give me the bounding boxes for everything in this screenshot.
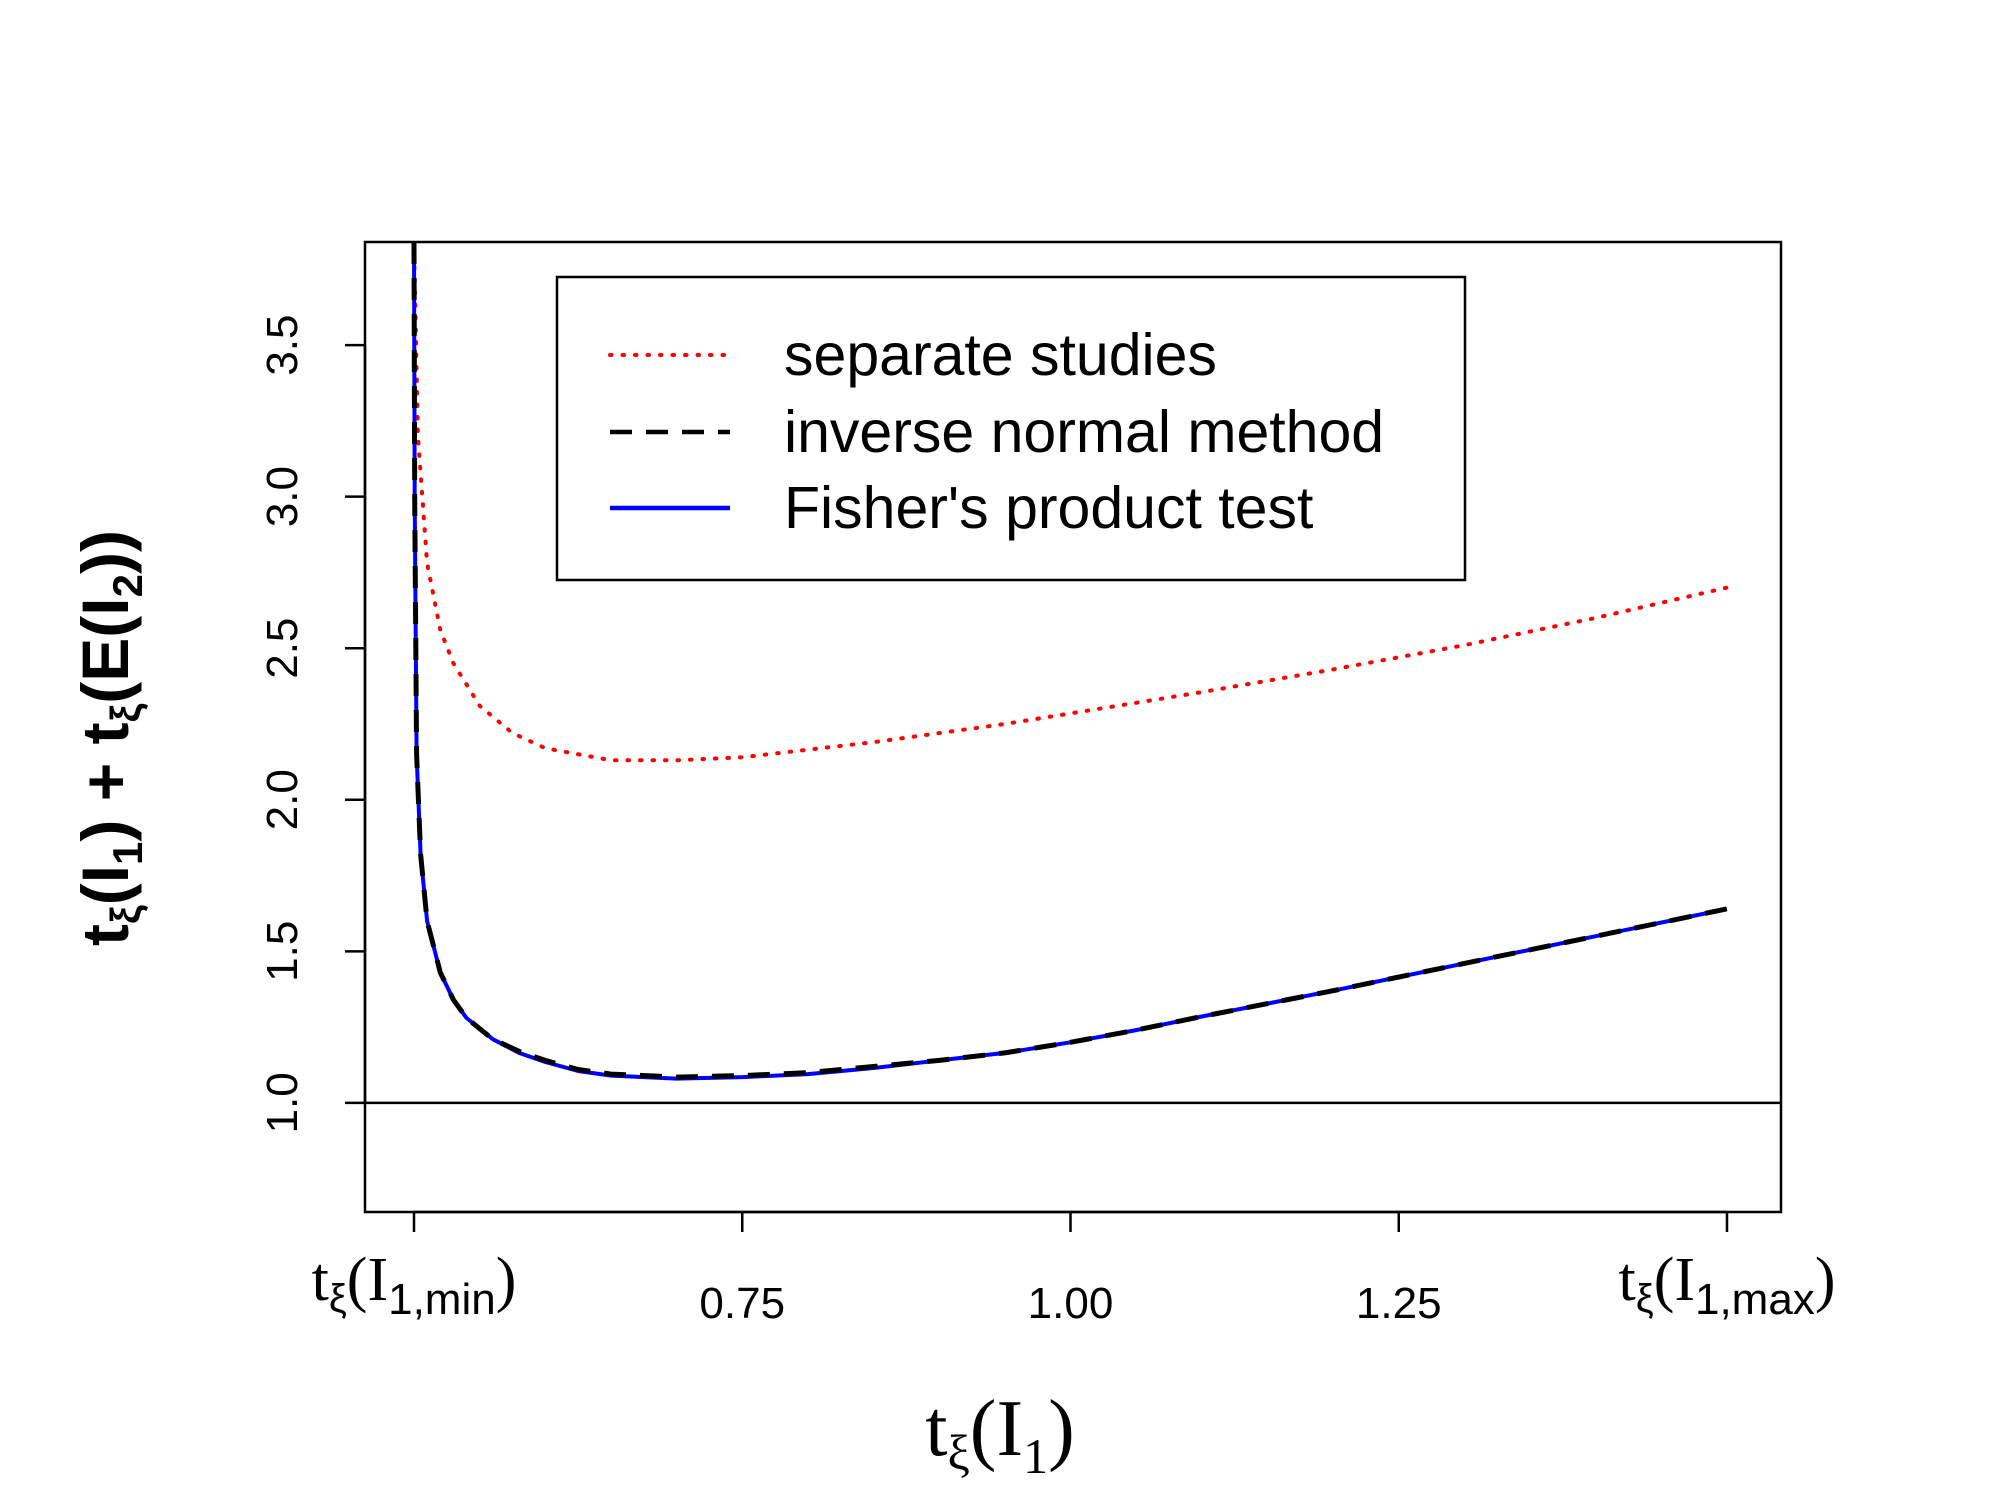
legend-box	[555, 275, 1467, 582]
y-axis-title-close: ))	[68, 530, 142, 574]
legend-label-inverse-normal: inverse normal method	[784, 399, 1384, 465]
series-line-inverse-normal-method	[411, 242, 1728, 1080]
x-tick-label: tξ(I1,max)	[1619, 1246, 1836, 1324]
x-axis-title-t: t	[925, 1385, 947, 1473]
y-axis-title-index1: 1	[104, 842, 151, 865]
y-axis-title-index2: 2	[104, 574, 151, 597]
y-axis-title: tξ(I1) + tξ(E(I2))	[68, 530, 151, 946]
x-tick-label-part: (I	[347, 1246, 388, 1314]
y-tick-label: 2.0	[258, 769, 307, 830]
x-tick-label-part: 1,max	[1695, 1275, 1815, 1324]
y-axis-title-plus: ) + t	[68, 722, 142, 841]
y-tick-label: 2.5	[258, 618, 307, 679]
y-axis-title-sub2: ξ	[102, 703, 149, 722]
x-axis-title-sub: ξ	[948, 1424, 970, 1480]
x-axis-title-open: (I	[970, 1385, 1023, 1473]
y-axis-title-open1: (I	[68, 865, 142, 905]
x-tick-label: 0.75	[699, 1279, 785, 1328]
legend-label-fisher: Fisher's product test	[784, 475, 1313, 541]
series-layer	[411, 242, 1729, 1081]
x-tick-label: 1.25	[1356, 1279, 1442, 1328]
y-tick-label: 1.0	[258, 1072, 307, 1133]
y-tick-label: 3.0	[258, 466, 307, 527]
x-tick-label: 1.00	[1028, 1279, 1114, 1328]
x-tick-label-part: ξ	[1636, 1277, 1654, 1321]
x-tick-label-part: t	[1619, 1246, 1636, 1314]
x-tick-label-part: (I	[1654, 1246, 1695, 1314]
y-axis-title-t1: t	[68, 924, 142, 946]
x-axis-title-close: )	[1048, 1385, 1075, 1473]
y-axis-title-sub1: ξ	[102, 905, 149, 924]
x-axis: tξ(I1,min) 0.75 1.00 1.25 tξ(I1,max)	[312, 1210, 1836, 1328]
x-tick-label-part: )	[496, 1246, 517, 1314]
y-tick-label: 1.5	[258, 921, 307, 982]
x-axis-title: tξ(I1)	[925, 1385, 1074, 1484]
x-axis-title-index: 1	[1023, 1428, 1048, 1484]
legend: separate studies inverse normal method F…	[555, 275, 1467, 582]
y-axis-title-open2: (E(I	[68, 597, 142, 703]
legend-label-separate-studies: separate studies	[784, 322, 1217, 388]
y-axis: 1.0 1.5 2.0 2.5 3.0 3.5	[258, 315, 367, 1133]
x-tick-label-part: t	[312, 1246, 329, 1314]
x-tick-label-part: ξ	[329, 1277, 347, 1321]
x-tick-label-part: )	[1815, 1246, 1836, 1314]
x-tick-label-part: 1,min	[388, 1275, 496, 1324]
y-tick-label: 3.5	[258, 315, 307, 376]
x-tick-label: tξ(I1,min)	[312, 1246, 517, 1324]
